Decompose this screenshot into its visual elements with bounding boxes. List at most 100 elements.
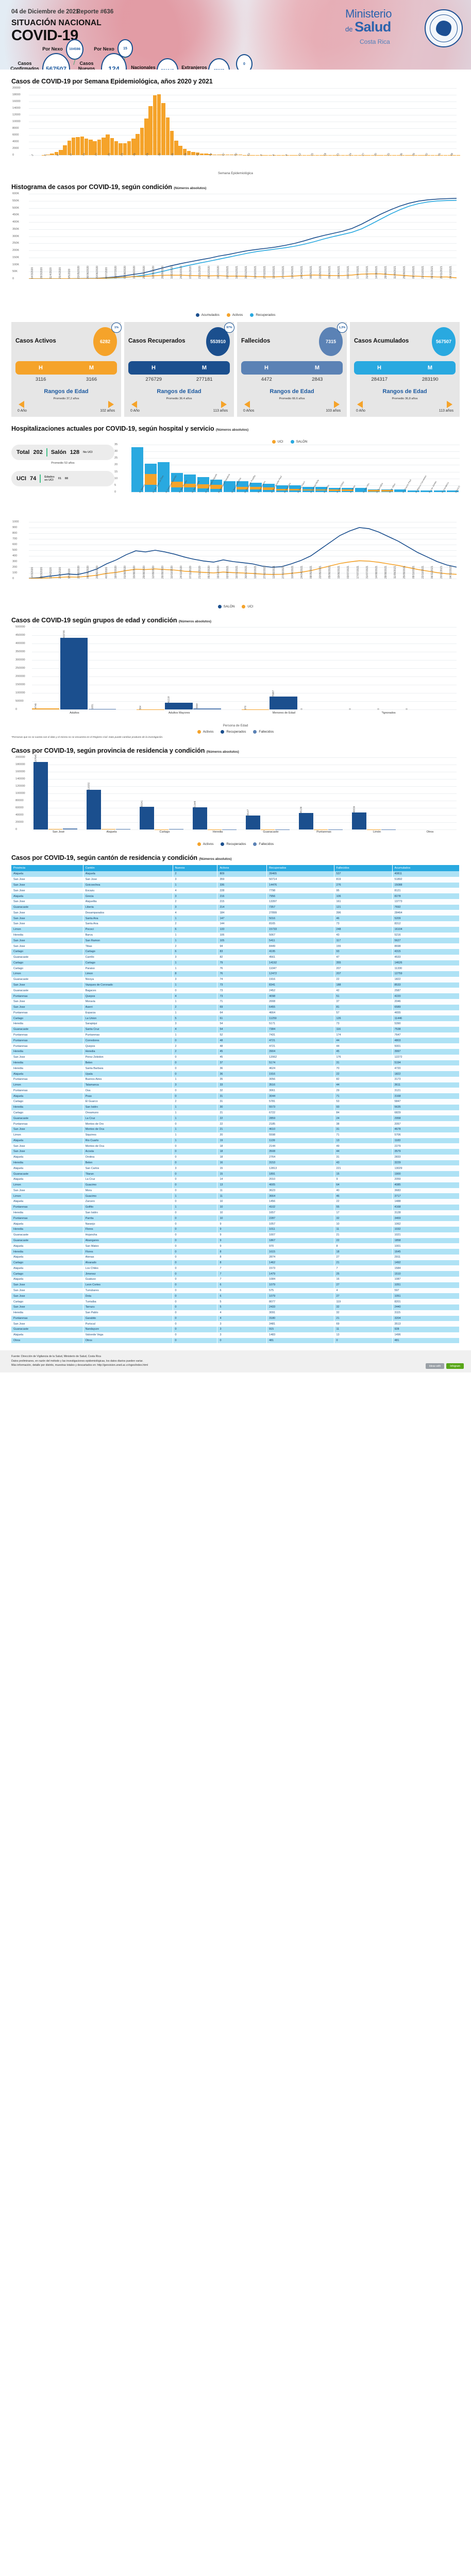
- gender-m-label[interactable]: M: [427, 365, 433, 371]
- x-axis-tick: 10/10/2020: [170, 265, 174, 279]
- table-cell: 45: [334, 1049, 393, 1055]
- x-axis-tick: 33: [386, 152, 391, 157]
- gender-h-label[interactable]: H: [151, 365, 156, 371]
- table-header-cell: Fallecidos: [334, 865, 393, 871]
- y-axis-tick: 10000: [12, 120, 21, 123]
- table-row: San Jose Alajuelita 2 215 13397 161 13773: [11, 899, 460, 905]
- y-axis-tick: 450K: [12, 213, 20, 217]
- table-cell: Puntarenas: [11, 1215, 83, 1222]
- y-axis-tick: 14000: [12, 107, 21, 110]
- page-footer: Fuente: Dirección de Vigilancia de la Sa…: [0, 1350, 471, 1373]
- table-cell: 207: [334, 965, 393, 972]
- table-cell: 3173: [392, 1076, 460, 1082]
- table-cell: 1021: [392, 1232, 460, 1238]
- table-cell: 9: [334, 1176, 393, 1182]
- table-cell: Heredia: [11, 1065, 83, 1072]
- table-cell: San Jose: [11, 1054, 83, 1060]
- table-cell: Osa: [83, 1088, 173, 1094]
- table-cell: 13397: [266, 899, 334, 905]
- table-cell: 5001: [392, 1043, 460, 1049]
- table-cell: 8698: [392, 943, 460, 949]
- table-cell: Santa Barbara: [83, 1065, 173, 1072]
- bar: [97, 140, 102, 155]
- gridline: [29, 229, 457, 230]
- table-cell: 71: [334, 1093, 393, 1099]
- y-axis-tick: 200: [12, 566, 18, 569]
- gender-m-value: 3166: [86, 377, 97, 382]
- bar-value-label: 63241: [140, 800, 143, 807]
- gridline: [32, 627, 457, 628]
- table-cell: 2833: [392, 1154, 460, 1160]
- table-cell: 1: [173, 1132, 218, 1138]
- table-cell: 7357: [266, 904, 334, 910]
- gridline: [29, 128, 457, 129]
- table-row: Limon Limon 8 76 12472 207 12759: [11, 971, 460, 977]
- table-row: San Jose Acosta 0 18 3508 44 3579: [11, 1149, 460, 1155]
- gender-m-label[interactable]: M: [89, 365, 94, 371]
- table-row: Limon Talamanca 3 33 3516 44 3611: [11, 1082, 460, 1088]
- table-cell: 13773: [392, 899, 460, 905]
- table-cell: Limon: [83, 971, 173, 977]
- table-cell: 10: [334, 1221, 393, 1227]
- gridline: [32, 635, 457, 636]
- table-cell: El Guarco: [83, 1099, 173, 1105]
- table-cell: 31: [334, 1154, 393, 1160]
- table-cell: 4664: [266, 1010, 334, 1016]
- infogram-button[interactable]: Infogram: [446, 1363, 464, 1369]
- table-row: Alajuela Alajuela 2 809 39465 537 40811: [11, 871, 460, 877]
- table-cell: 106: [217, 932, 267, 938]
- x-axis-tick: 10/10/2020: [170, 565, 174, 579]
- legend-dot: [250, 313, 254, 317]
- table-cell: 4624: [266, 1065, 334, 1072]
- legend-dot: [253, 842, 257, 846]
- ministry-line2: de Salud: [345, 19, 391, 35]
- page-header: 04 de Diciembre de 2021 Reporte #636 SIT…: [0, 0, 471, 70]
- ideas-with-button[interactable]: Ideas with: [425, 1363, 445, 1369]
- gender-h-label[interactable]: H: [264, 365, 268, 371]
- gender-m-label[interactable]: M: [314, 365, 320, 371]
- table-cell: 8312: [392, 921, 460, 927]
- gender-m-label[interactable]: M: [201, 365, 207, 371]
- x-axis-tick: 13/02/2021: [254, 565, 258, 579]
- x-axis-tick: 42: [425, 152, 429, 157]
- legend-dot: [272, 440, 276, 444]
- x-axis-tick: 9/5/2020: [68, 268, 72, 279]
- chart-hospital-legend: UCI SALÓN: [120, 440, 460, 444]
- table-cell: Alajuela: [11, 1071, 83, 1077]
- table-cell: Heredia: [11, 1210, 83, 1216]
- bar-salon: [355, 488, 367, 492]
- x-axis-tick: 11/4/2020: [49, 567, 53, 579]
- stat-card: Casos Recuperados 553910 97% H M 276729 277181…: [124, 322, 234, 417]
- table-cell: Tibas: [83, 943, 173, 949]
- table-cell: Atenas: [83, 1254, 173, 1260]
- y-axis-tick: 20000: [12, 87, 21, 90]
- table-cell: 46: [334, 916, 393, 922]
- table-cell: Cartago: [11, 1015, 83, 1022]
- table-cell: 3664: [266, 1193, 334, 1199]
- table-cell: Tarrazu: [83, 1304, 173, 1310]
- table-cell: 2958: [392, 1115, 460, 1122]
- table-row: San Jose San Ramon 1 105 5411 117 5627: [11, 938, 460, 944]
- y-axis-tick: 100: [12, 571, 18, 574]
- chart-hospital-xaxis: H. México H. San Juan de Dios H. Calderón …: [131, 473, 460, 519]
- table-cell: Alajuela: [11, 1277, 83, 1282]
- table-cell: 12759: [392, 971, 460, 977]
- bar: [178, 146, 182, 155]
- footer-link[interactable]: Más información, detalle por distrito, m…: [11, 1364, 148, 1367]
- table-cell: 3056: [266, 1076, 334, 1082]
- nexo-label-nuevos: Por Nexo: [94, 46, 114, 52]
- gender-h-label[interactable]: H: [38, 365, 43, 371]
- table-cell: 71: [334, 1132, 393, 1138]
- table-cell: Cartago: [11, 1260, 83, 1266]
- table-cell: 5067: [266, 932, 334, 938]
- stat-card-name: Fallecidos: [241, 338, 271, 345]
- table-cell: 21: [217, 1110, 267, 1116]
- gender-h-label[interactable]: H: [377, 365, 381, 371]
- arrow-left-icon: [19, 401, 24, 408]
- table-row: Puntarenas Puntarenas 1 52 7431 174 7647: [11, 1032, 460, 1038]
- bar-salon: [433, 490, 446, 492]
- table-cell: Alajuela: [11, 1093, 83, 1099]
- table-row: Cartago Oreamuno 1 21 6722 84 6829: [11, 1110, 460, 1116]
- table-cell: Alajuela: [11, 1154, 83, 1160]
